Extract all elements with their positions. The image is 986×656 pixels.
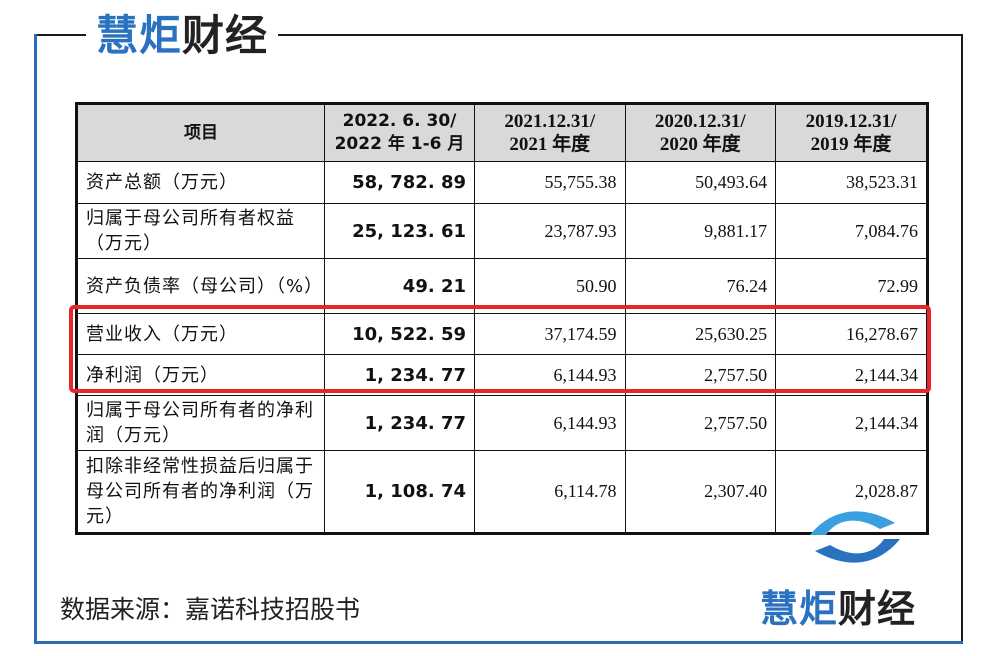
header-2019-period: 2019 年度 bbox=[810, 134, 892, 155]
cell-2022h1: 58, 782. 89 bbox=[324, 161, 475, 204]
cell-2019: 72.99 bbox=[775, 258, 928, 314]
cell-2021: 37,174.59 bbox=[474, 313, 626, 355]
brand-name-blue: 慧炬 bbox=[760, 589, 839, 631]
cell-2019: 38,523.31 bbox=[775, 161, 928, 204]
header-2022h1: 2022. 6. 30/2022 年 1-6 月 bbox=[324, 103, 475, 162]
table-row-highlighted: 营业收入（万元） 10, 522. 59 37,174.59 25,630.25… bbox=[76, 313, 928, 355]
table-row: 归属于母公司所有者权益（万元） 25, 123. 61 23,787.93 9,… bbox=[76, 203, 928, 259]
table-row: 资产负债率（母公司）（%） 49. 21 50.90 76.24 72.99 bbox=[76, 258, 928, 314]
cell-2019: 2,144.34 bbox=[775, 395, 928, 451]
row-label: 归属于母公司所有者权益（万元） bbox=[76, 203, 325, 259]
frame-border-left bbox=[34, 34, 37, 644]
header-2021-period: 2021 年度 bbox=[509, 134, 591, 155]
header-2021: 2021.12.31/2021 年度 bbox=[474, 103, 626, 162]
brand-name-black: 财经 bbox=[182, 11, 269, 59]
header-2020-period: 2020 年度 bbox=[659, 134, 741, 155]
brand-name-black: 财经 bbox=[838, 589, 917, 631]
frame-border-top bbox=[34, 34, 963, 36]
row-label: 扣除非经常性损益后归属于母公司所有者的净利润（万元） bbox=[76, 450, 325, 534]
header-2020-date: 2020.12.31/ bbox=[654, 111, 746, 132]
header-2021-date: 2021.12.31/ bbox=[504, 111, 596, 132]
brand-name-blue: 慧炬 bbox=[96, 11, 183, 59]
table-header-row: 项目 2022. 6. 30/2022 年 1-6 月 2021.12.31/2… bbox=[76, 103, 928, 162]
cell-2022h1: 10, 522. 59 bbox=[324, 313, 475, 355]
table-row: 扣除非经常性损益后归属于母公司所有者的净利润（万元） 1, 108. 74 6,… bbox=[76, 450, 928, 534]
cell-2022h1: 1, 108. 74 bbox=[324, 450, 475, 534]
frame-border-bottom bbox=[34, 641, 963, 644]
cell-2020: 2,757.50 bbox=[624, 395, 777, 451]
row-label: 营业收入（万元） bbox=[76, 313, 325, 355]
cell-2022h1: 1, 234. 77 bbox=[324, 395, 475, 451]
cell-2020: 25,630.25 bbox=[624, 313, 777, 355]
cell-2021: 23,787.93 bbox=[474, 203, 626, 259]
frame-border-right bbox=[961, 34, 963, 644]
header-2020: 2020.12.31/2020 年度 bbox=[624, 103, 777, 162]
brand-logo-top: 慧炬 财经 bbox=[86, 4, 279, 60]
cell-2021: 6,144.93 bbox=[474, 395, 626, 451]
cell-2022h1: 25, 123. 61 bbox=[324, 203, 475, 259]
cell-2020: 50,493.64 bbox=[624, 161, 777, 204]
header-2019-date: 2019.12.31/ bbox=[805, 111, 897, 132]
row-label: 资产负债率（母公司）（%） bbox=[76, 258, 325, 314]
brand-swoosh-icon bbox=[810, 511, 900, 563]
row-label: 归属于母公司所有者的净利润（万元） bbox=[76, 395, 325, 451]
highlight-box bbox=[69, 305, 931, 393]
data-source-note: 数据来源：嘉诺科技招股书 bbox=[60, 595, 361, 624]
cell-2019: 7,084.76 bbox=[775, 203, 928, 259]
table-row: 资产总额（万元） 58, 782. 89 55,755.38 50,493.64… bbox=[76, 161, 928, 204]
cell-2021: 6,114.78 bbox=[474, 450, 626, 534]
table-row: 归属于母公司所有者的净利润（万元） 1, 234. 77 6,144.93 2,… bbox=[76, 395, 928, 451]
cell-2020: 2,307.40 bbox=[624, 450, 777, 534]
cell-2021: 50.90 bbox=[474, 258, 626, 314]
cell-2022h1: 49. 21 bbox=[324, 258, 475, 314]
cell-2019: 16,278.67 bbox=[775, 313, 928, 355]
cell-2020: 9,881.17 bbox=[624, 203, 777, 259]
header-2019: 2019.12.31/2019 年度 bbox=[775, 103, 928, 162]
header-item: 项目 bbox=[76, 103, 325, 162]
cell-2021: 55,755.38 bbox=[474, 161, 626, 204]
brand-logo-bottom: 慧炬财经 bbox=[760, 578, 916, 633]
header-2022h1-period: 2022 年 1-6 月 bbox=[334, 134, 465, 154]
row-label: 资产总额（万元） bbox=[76, 161, 325, 204]
header-2022h1-date: 2022. 6. 30/ bbox=[342, 111, 457, 131]
financial-table: 项目 2022. 6. 30/2022 年 1-6 月 2021.12.31/2… bbox=[75, 102, 929, 535]
